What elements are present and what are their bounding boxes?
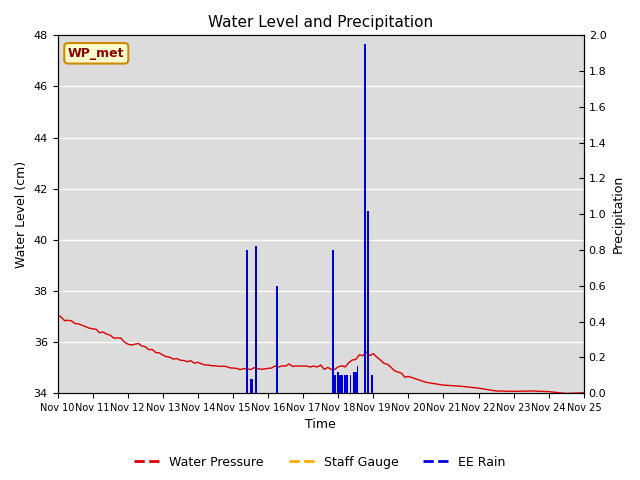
Bar (356, 366, 358, 393)
Text: WP_met: WP_met (68, 47, 125, 60)
Bar (344, 375, 346, 393)
Y-axis label: Water Level (cm): Water Level (cm) (15, 161, 28, 268)
Bar (250, 379, 252, 393)
Y-axis label: Precipitation: Precipitation (612, 175, 625, 253)
Bar (246, 250, 248, 393)
Bar (349, 375, 351, 393)
Bar (353, 372, 355, 393)
X-axis label: Time: Time (305, 419, 336, 432)
Bar (337, 372, 339, 393)
Bar (367, 211, 369, 393)
Bar (339, 375, 341, 393)
Bar (255, 246, 257, 393)
Bar (364, 44, 365, 393)
Bar (355, 372, 356, 393)
Bar (333, 375, 336, 393)
Bar (346, 375, 348, 393)
Title: Water Level and Precipitation: Water Level and Precipitation (208, 15, 433, 30)
Bar (276, 286, 278, 393)
Bar (340, 375, 342, 393)
Legend: Water Pressure, Staff Gauge, EE Rain: Water Pressure, Staff Gauge, EE Rain (129, 451, 511, 474)
Bar (252, 379, 253, 393)
Bar (371, 375, 372, 393)
Bar (332, 250, 334, 393)
